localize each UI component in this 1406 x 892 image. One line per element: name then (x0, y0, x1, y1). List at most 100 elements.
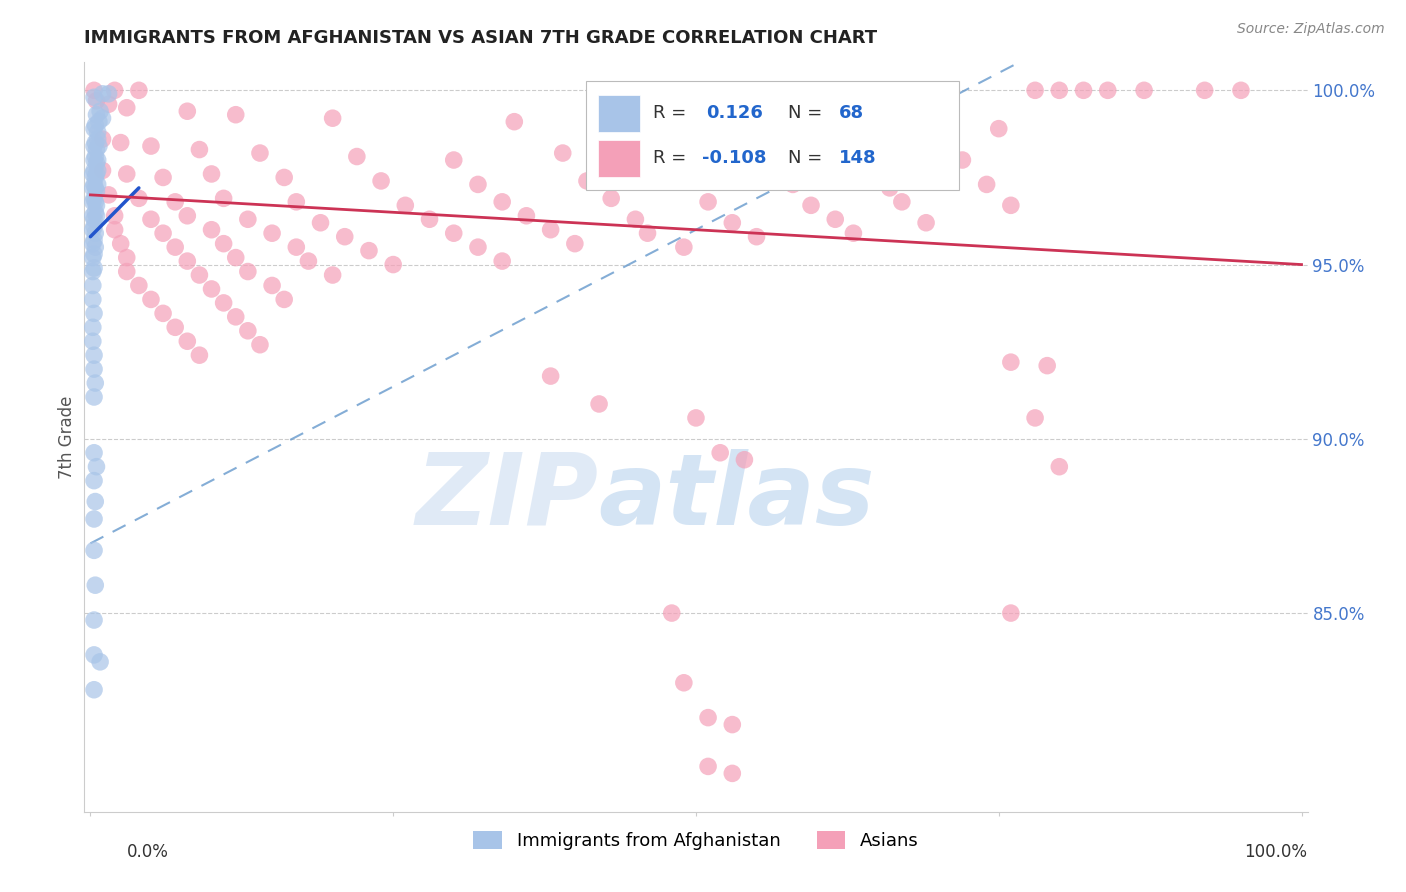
Point (225, 108, 247, 122)
Point (82, 236, 104, 251)
Point (976, 178, 998, 192)
Point (86, 163, 108, 178)
Point (685, 411, 707, 425)
Point (236, 324, 259, 338)
Point (83, 306, 105, 320)
Point (262, 226, 284, 240)
Point (322, 268, 344, 282)
Point (212, 296, 235, 310)
Point (82, 264, 104, 278)
Point (551, 146, 574, 161)
Text: Source: ZipAtlas.com: Source: ZipAtlas.com (1237, 22, 1385, 37)
Point (97, 187, 120, 202)
Point (188, 143, 211, 157)
Point (685, 170, 707, 185)
Point (697, 194, 720, 209)
Point (82, 334, 104, 349)
Text: R =: R = (654, 104, 686, 122)
Point (128, 83, 150, 97)
Point (82, 181, 104, 195)
Point (1133, 83, 1156, 97)
Point (104, 223, 127, 237)
Point (152, 306, 174, 320)
Point (110, 236, 132, 251)
Point (1047, 83, 1070, 97)
Point (188, 348, 211, 362)
Point (540, 223, 562, 237)
Point (82, 223, 104, 237)
Text: -0.108: -0.108 (702, 149, 766, 168)
Point (575, 174, 598, 188)
Point (890, 194, 912, 209)
Point (84, 181, 107, 195)
Point (86, 185, 108, 199)
Point (84, 226, 107, 240)
Point (697, 711, 720, 725)
Point (624, 212, 647, 227)
Point (249, 146, 271, 161)
Text: ZIP: ZIP (415, 449, 598, 546)
Point (86, 143, 108, 157)
Point (188, 268, 211, 282)
Point (1194, 83, 1216, 97)
FancyBboxPatch shape (598, 140, 640, 178)
Point (176, 209, 198, 223)
Point (491, 254, 513, 268)
Point (104, 83, 127, 97)
Point (879, 181, 901, 195)
Point (661, 606, 683, 620)
Point (685, 118, 707, 132)
Point (382, 258, 405, 272)
Point (86, 132, 108, 146)
Point (87, 114, 110, 128)
Point (83, 90, 105, 104)
Point (83, 153, 105, 167)
Point (83, 163, 105, 178)
Point (782, 178, 804, 192)
Point (104, 209, 127, 223)
Point (128, 191, 150, 205)
Point (83, 139, 105, 153)
Point (1047, 459, 1070, 474)
Point (82, 278, 104, 293)
Point (648, 149, 671, 163)
Point (1000, 198, 1022, 212)
Point (987, 121, 1010, 136)
Point (273, 293, 295, 307)
Point (1024, 83, 1046, 97)
Point (758, 153, 780, 167)
Point (855, 156, 877, 170)
FancyBboxPatch shape (598, 95, 640, 132)
Point (672, 675, 695, 690)
Point (915, 216, 938, 230)
Point (83, 474, 105, 488)
Point (86, 153, 108, 167)
Point (491, 194, 513, 209)
Point (83, 362, 105, 376)
Point (225, 251, 247, 265)
Point (84, 170, 107, 185)
Point (83, 83, 105, 97)
Point (110, 136, 132, 150)
Point (721, 717, 744, 731)
Point (84, 494, 107, 508)
Point (115, 167, 138, 181)
Point (82, 209, 104, 223)
Point (83, 512, 105, 526)
Point (176, 254, 198, 268)
Text: IMMIGRANTS FROM AFGHANISTAN VS ASIAN 7TH GRADE CORRELATION CHART: IMMIGRANTS FROM AFGHANISTAN VS ASIAN 7TH… (84, 29, 877, 47)
Text: 0.0%: 0.0% (127, 843, 169, 861)
Point (86, 167, 108, 181)
Point (176, 334, 198, 349)
Point (443, 153, 465, 167)
Point (346, 149, 368, 163)
Point (86, 178, 108, 192)
Point (333, 229, 356, 244)
Point (1000, 355, 1022, 369)
Point (139, 139, 162, 153)
Point (1230, 83, 1253, 97)
Point (91, 87, 114, 101)
Point (128, 278, 150, 293)
Point (84, 118, 107, 132)
Point (357, 244, 380, 258)
